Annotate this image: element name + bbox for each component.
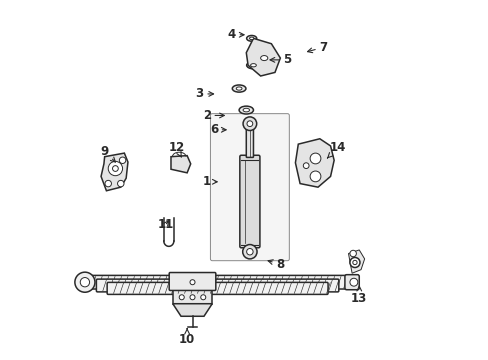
Polygon shape (246, 39, 280, 76)
Text: 14: 14 (327, 141, 345, 158)
Text: 13: 13 (350, 286, 366, 305)
Ellipse shape (250, 64, 256, 67)
Circle shape (352, 260, 356, 265)
Circle shape (349, 250, 356, 257)
Text: 2: 2 (203, 109, 224, 122)
Circle shape (349, 278, 357, 286)
Text: 6: 6 (209, 123, 225, 136)
Circle shape (112, 166, 118, 171)
Circle shape (179, 295, 184, 300)
Circle shape (105, 180, 111, 187)
Circle shape (190, 280, 195, 285)
Polygon shape (171, 156, 190, 173)
FancyBboxPatch shape (239, 155, 260, 248)
Circle shape (303, 163, 308, 168)
Text: 1: 1 (203, 175, 217, 188)
Circle shape (309, 171, 320, 182)
Ellipse shape (246, 36, 256, 41)
FancyBboxPatch shape (210, 114, 289, 261)
Circle shape (117, 180, 124, 187)
Circle shape (80, 278, 89, 287)
Circle shape (190, 295, 195, 300)
Circle shape (243, 117, 256, 131)
Text: 8: 8 (267, 258, 284, 271)
FancyBboxPatch shape (96, 279, 338, 292)
Text: 7: 7 (307, 41, 327, 54)
FancyBboxPatch shape (169, 273, 215, 291)
Ellipse shape (246, 62, 260, 69)
Text: 10: 10 (179, 329, 195, 346)
Circle shape (119, 157, 125, 163)
Ellipse shape (249, 37, 253, 40)
Text: 4: 4 (227, 28, 244, 41)
Ellipse shape (232, 85, 245, 92)
Text: 9: 9 (101, 145, 115, 162)
FancyBboxPatch shape (85, 275, 346, 289)
Polygon shape (295, 139, 333, 187)
FancyBboxPatch shape (107, 282, 327, 294)
Circle shape (75, 272, 95, 292)
Circle shape (246, 248, 253, 255)
Text: 3: 3 (195, 87, 213, 100)
Text: 11: 11 (157, 218, 173, 231)
Ellipse shape (236, 87, 242, 90)
Circle shape (309, 153, 320, 164)
Ellipse shape (239, 106, 253, 114)
Polygon shape (172, 304, 212, 316)
Text: 12: 12 (168, 141, 184, 157)
Text: 5: 5 (269, 53, 291, 66)
Polygon shape (101, 153, 128, 191)
Circle shape (242, 244, 257, 259)
Ellipse shape (260, 55, 267, 60)
FancyBboxPatch shape (246, 127, 253, 157)
Polygon shape (348, 250, 364, 273)
Ellipse shape (243, 108, 249, 112)
Polygon shape (172, 289, 212, 304)
FancyBboxPatch shape (344, 275, 359, 290)
Circle shape (246, 121, 252, 127)
Circle shape (108, 161, 122, 176)
Circle shape (201, 295, 205, 300)
Circle shape (349, 257, 359, 267)
